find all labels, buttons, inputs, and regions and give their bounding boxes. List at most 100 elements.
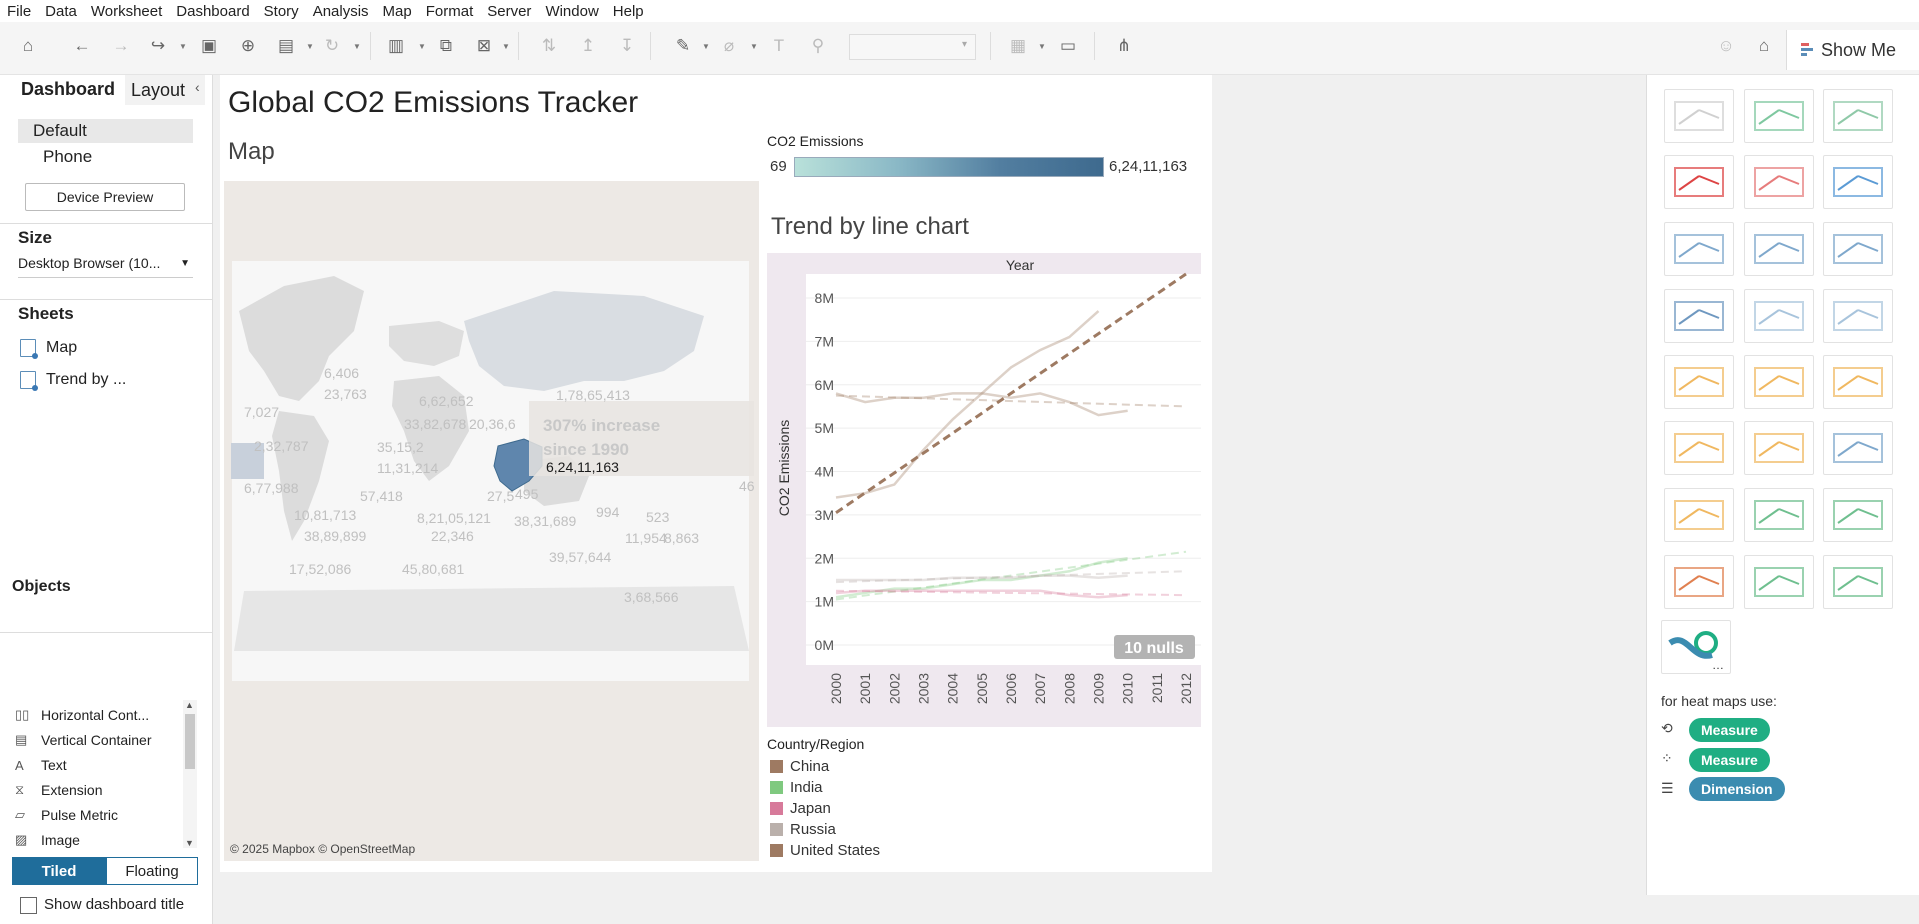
show-me-packed-bubbles-icon[interactable] xyxy=(1823,555,1893,609)
save-icon[interactable]: ▣ xyxy=(200,36,218,55)
show-me-bullet-graph-icon[interactable] xyxy=(1744,555,1814,609)
labels-icon[interactable]: T xyxy=(773,36,785,55)
show-me-horizontal-bars-icon[interactable] xyxy=(1664,222,1734,276)
redo-icon[interactable]: → xyxy=(112,36,130,55)
device-default[interactable]: Default xyxy=(18,119,193,143)
world-map[interactable]: 307% increase since 1990 6,406 23,763 7,02… xyxy=(224,181,759,861)
menu-format[interactable]: Format xyxy=(425,2,474,20)
menu-map[interactable]: Map xyxy=(382,2,412,20)
replay-icon[interactable]: ↪ xyxy=(150,36,166,55)
home-icon[interactable]: ⌂ xyxy=(22,36,34,55)
object-pulse-metric[interactable]: ▱ Pulse Metric xyxy=(15,807,118,823)
new-worksheet-icon[interactable]: ▥ xyxy=(387,36,405,55)
show-cards-icon[interactable]: ▦ xyxy=(1009,36,1027,55)
swap-icon[interactable]: ⇅ xyxy=(541,36,557,55)
sort-desc-icon[interactable]: ↧ xyxy=(619,36,635,55)
show-me-pie-chart-icon[interactable] xyxy=(1823,155,1893,209)
tiled-button[interactable]: Tiled xyxy=(12,857,106,885)
show-me-area-discrete-icon[interactable] xyxy=(1744,421,1814,475)
clear-dropdown-icon[interactable]: ▼ xyxy=(502,42,510,51)
show-me-symbol-map-icon[interactable] xyxy=(1664,155,1734,209)
menu-file[interactable]: File xyxy=(7,2,32,20)
menu-data[interactable]: Data xyxy=(45,2,77,20)
sheet-item-trend[interactable]: Trend by ... xyxy=(20,371,126,391)
show-me-circle-views-icon[interactable] xyxy=(1744,289,1814,343)
floating-button[interactable]: Floating xyxy=(106,857,198,885)
replay-dropdown-icon[interactable]: ▼ xyxy=(179,42,187,51)
tab-dashboard[interactable]: Dashboard xyxy=(21,79,116,99)
menu-server[interactable]: Server xyxy=(487,2,532,20)
scroll-thumb[interactable] xyxy=(185,714,195,769)
legend-item-russia[interactable]: Russia xyxy=(770,821,836,838)
show-me-side-by-side-circles-icon[interactable] xyxy=(1823,289,1893,343)
trend-chart[interactable]: Year CO2 Emissions 0M 1M 2M 3M 4M 5M 6M 7M 8M 200… xyxy=(767,253,1201,727)
show-me-area-continuous-icon[interactable] xyxy=(1664,421,1734,475)
show-me-dual-combination-icon[interactable] xyxy=(1823,421,1893,475)
object-vertical-container[interactable]: ▤ Vertical Container xyxy=(15,732,152,748)
trend-plot-area[interactable] xyxy=(806,274,1201,665)
refresh-dropdown-icon[interactable]: ▼ xyxy=(353,42,361,51)
highlight-icon[interactable]: ✎ xyxy=(675,36,691,55)
show-dashboard-title-checkbox[interactable] xyxy=(20,897,37,914)
device-phone[interactable]: Phone xyxy=(43,147,93,166)
presentation-icon[interactable]: ▭ xyxy=(1059,36,1077,55)
scroll-up-icon[interactable]: ▲ xyxy=(185,700,194,710)
menu-story[interactable]: Story xyxy=(263,2,299,20)
highlight-dropdown-icon[interactable]: ▼ xyxy=(702,42,710,51)
pause-updates-icon[interactable]: ▤ xyxy=(277,36,295,55)
show-me-dual-lines-icon[interactable] xyxy=(1823,355,1893,409)
color-legend-bar[interactable] xyxy=(794,157,1104,177)
sort-asc-icon[interactable]: ↥ xyxy=(580,36,596,55)
tab-layout[interactable]: Layout xyxy=(125,75,205,105)
menu-analysis[interactable]: Analysis xyxy=(312,2,369,20)
legend-item-united-states[interactable]: United States xyxy=(770,842,880,859)
undo-icon[interactable]: ← xyxy=(73,36,91,55)
show-me-histogram-icon[interactable] xyxy=(1744,488,1814,542)
new-worksheet-dropdown-icon[interactable]: ▼ xyxy=(418,42,426,51)
object-extension[interactable]: ⧖ Extension xyxy=(15,782,102,798)
show-me-stacked-bars-icon[interactable] xyxy=(1744,222,1814,276)
menu-window[interactable]: Window xyxy=(545,2,599,20)
sheet-item-map[interactable]: Map xyxy=(20,339,77,359)
pin-icon[interactable]: ⚲ xyxy=(811,36,825,55)
device-preview-button[interactable]: Device Preview xyxy=(25,183,185,211)
map-credit[interactable]: © 2025 Mapbox © OpenStreetMap xyxy=(230,842,416,856)
show-me-button[interactable]: Show Me xyxy=(1786,30,1919,70)
show-me-lines-continuous-icon[interactable] xyxy=(1664,355,1734,409)
collapse-panel-icon[interactable]: ‹ xyxy=(195,79,200,95)
fit-dropdown[interactable] xyxy=(849,34,976,60)
size-dropdown[interactable]: Desktop Browser (10... ▼ xyxy=(18,255,193,278)
format-painter-icon[interactable]: ⌂ xyxy=(1758,36,1770,55)
show-me-scatter-plot-icon[interactable] xyxy=(1664,488,1734,542)
legend-item-china[interactable]: China xyxy=(770,758,829,775)
clear-sheet-icon[interactable]: ⊠ xyxy=(476,36,492,55)
map-view[interactable]: 307% increase since 1990 6,406 23,763 7,02… xyxy=(224,181,759,861)
objects-scrollbar[interactable]: ▲ ▼ xyxy=(183,700,197,848)
object-text[interactable]: A Text xyxy=(15,757,67,773)
show-me-filled-map-icon[interactable] xyxy=(1744,155,1814,209)
legend-item-india[interactable]: India xyxy=(770,779,823,796)
show-me-lines-discrete-icon[interactable] xyxy=(1744,355,1814,409)
show-me-box-whisker-icon[interactable] xyxy=(1823,488,1893,542)
ask-data-icon[interactable]: ☺ xyxy=(1717,36,1735,55)
duplicate-icon[interactable]: ⧉ xyxy=(439,36,453,55)
menu-dashboard[interactable]: Dashboard xyxy=(176,2,250,20)
show-me-gantt-chart-icon[interactable] xyxy=(1664,555,1734,609)
show-me-heat-map-icon[interactable] xyxy=(1744,89,1814,143)
object-image[interactable]: ▨ Image xyxy=(15,832,80,848)
group-dropdown-icon[interactable]: ▼ xyxy=(750,42,758,51)
pause-dropdown-icon[interactable]: ▼ xyxy=(306,42,314,51)
show-me-text-table-icon[interactable] xyxy=(1664,89,1734,143)
cards-dropdown-icon[interactable]: ▼ xyxy=(1038,42,1046,51)
group-icon[interactable]: ⌀ xyxy=(723,36,735,55)
menu-worksheet[interactable]: Worksheet xyxy=(90,2,163,20)
new-datasource-icon[interactable]: ⊕ xyxy=(240,36,256,55)
show-me-side-by-side-bars-icon[interactable] xyxy=(1823,222,1893,276)
scroll-down-icon[interactable]: ▼ xyxy=(185,838,194,848)
show-me-highlight-table-icon[interactable] xyxy=(1823,89,1893,143)
show-me-sankey-icon[interactable]: … xyxy=(1661,620,1731,674)
share-icon[interactable]: ⋔ xyxy=(1116,36,1132,55)
refresh-icon[interactable]: ↻ xyxy=(324,36,340,55)
show-me-treemap-icon[interactable] xyxy=(1664,289,1734,343)
object-horizontal-container[interactable]: ▯▯ Horizontal Cont... xyxy=(15,707,149,723)
